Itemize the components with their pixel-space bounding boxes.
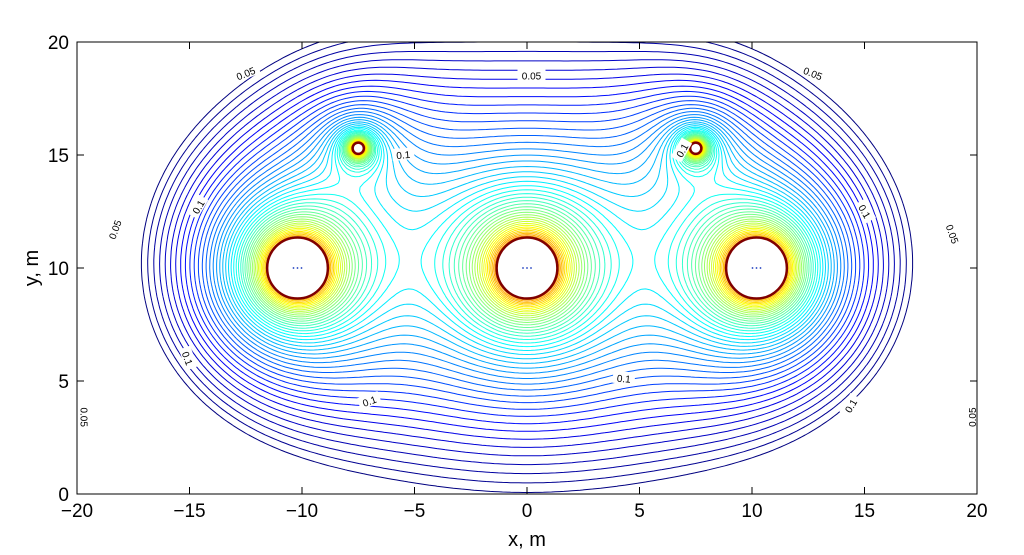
contour-line	[153, 42, 901, 475]
x-axis-label: x, m	[508, 529, 546, 551]
x-tick-label: −10	[286, 501, 318, 522]
contour-line	[225, 123, 829, 360]
y-tick-label: 0	[58, 485, 69, 506]
contour-label: 0.1	[839, 392, 861, 418]
source-dot	[522, 267, 524, 269]
x-tick-label: 20	[966, 501, 987, 522]
contour-label: 0.1	[391, 147, 415, 162]
contour-label-text: 0.05	[77, 407, 88, 427]
source-dot	[759, 267, 762, 269]
y-tick-label: 20	[48, 33, 69, 54]
contour-line	[219, 119, 835, 369]
source-dot	[751, 267, 754, 269]
contour-line	[164, 59, 890, 457]
contour-label-text: 0.1	[179, 350, 194, 367]
contour-line	[197, 100, 857, 404]
contour-line	[159, 50, 895, 466]
x-tick-label: 5	[634, 501, 645, 522]
contour-label: 0.05	[942, 218, 964, 249]
x-tick-label: −15	[173, 501, 205, 522]
contour-line	[253, 137, 801, 319]
x-axis: −20 −15 −10 −5 0 5 10 15 20	[61, 42, 988, 522]
y-axis-label: y, m	[21, 250, 43, 286]
contour-line	[205, 107, 849, 391]
contour-label-text: 0.05	[968, 407, 979, 427]
contour-line	[242, 132, 812, 334]
contour-line	[255, 138, 799, 317]
contour-label-text: 0.05	[943, 223, 960, 245]
contour-line	[250, 136, 804, 323]
y-tick-label: 10	[48, 259, 69, 280]
contour-line	[235, 129, 819, 344]
contour-label-text: 0.1	[361, 395, 378, 410]
contour-label: 0.1	[186, 193, 209, 220]
y-tick-label: 5	[58, 372, 69, 393]
contour-line	[256, 138, 798, 315]
contour-line	[259, 139, 795, 311]
contour-line	[251, 136, 803, 321]
contour-line	[246, 134, 808, 328]
source-dot	[300, 267, 303, 269]
source-dot	[755, 267, 758, 269]
contour-label: 0.1	[356, 390, 382, 410]
source-markers	[265, 141, 789, 300]
contour-line	[216, 116, 838, 374]
x-tick-label: 0	[522, 501, 533, 522]
x-tick-label: 15	[854, 501, 875, 522]
contour-line	[140, 42, 914, 493]
y-tick-label: 15	[48, 146, 69, 167]
contour-line	[230, 126, 824, 351]
contour-label: 0.1	[612, 370, 636, 386]
contour-line	[147, 42, 907, 484]
contour-line	[260, 139, 794, 309]
contour-line	[238, 130, 816, 340]
contour-line	[189, 90, 865, 417]
contour-line	[262, 140, 792, 308]
contour-label: 0.05	[517, 68, 546, 82]
contour-line	[228, 125, 826, 355]
contour-label-text: 0.05	[522, 71, 542, 82]
x-tick-label: −5	[404, 501, 426, 522]
contour-label-text: 0.1	[616, 374, 631, 386]
x-tick-label: 10	[741, 501, 762, 522]
contour-line	[193, 95, 861, 410]
source-dot	[292, 267, 295, 269]
contour-line	[184, 85, 870, 425]
contour-line	[240, 131, 814, 337]
contour-line	[212, 114, 842, 379]
source-dot	[296, 267, 299, 269]
contour-line	[244, 133, 810, 331]
y-axis: 0 5 10 15 20	[48, 33, 977, 506]
contour-label: 0.05	[965, 403, 979, 432]
source-dot	[526, 267, 528, 269]
contour-label-text: 0.05	[108, 219, 125, 241]
contour-line	[264, 140, 790, 305]
contour-label: 0.1	[179, 345, 198, 371]
contour-line	[170, 66, 884, 448]
contour-label: 0.05	[103, 214, 125, 245]
contour-label-text: 0.1	[396, 150, 411, 162]
source-core	[351, 141, 366, 156]
contour-line	[222, 121, 832, 364]
contour-line	[209, 111, 845, 385]
contour-line	[233, 128, 821, 348]
contour-label: 0.05	[77, 403, 91, 432]
source-core	[688, 141, 703, 156]
contour-line	[248, 135, 806, 326]
x-tick-label: −20	[61, 501, 93, 522]
source-dot	[530, 267, 532, 269]
contour-label: 0.05	[797, 61, 829, 84]
